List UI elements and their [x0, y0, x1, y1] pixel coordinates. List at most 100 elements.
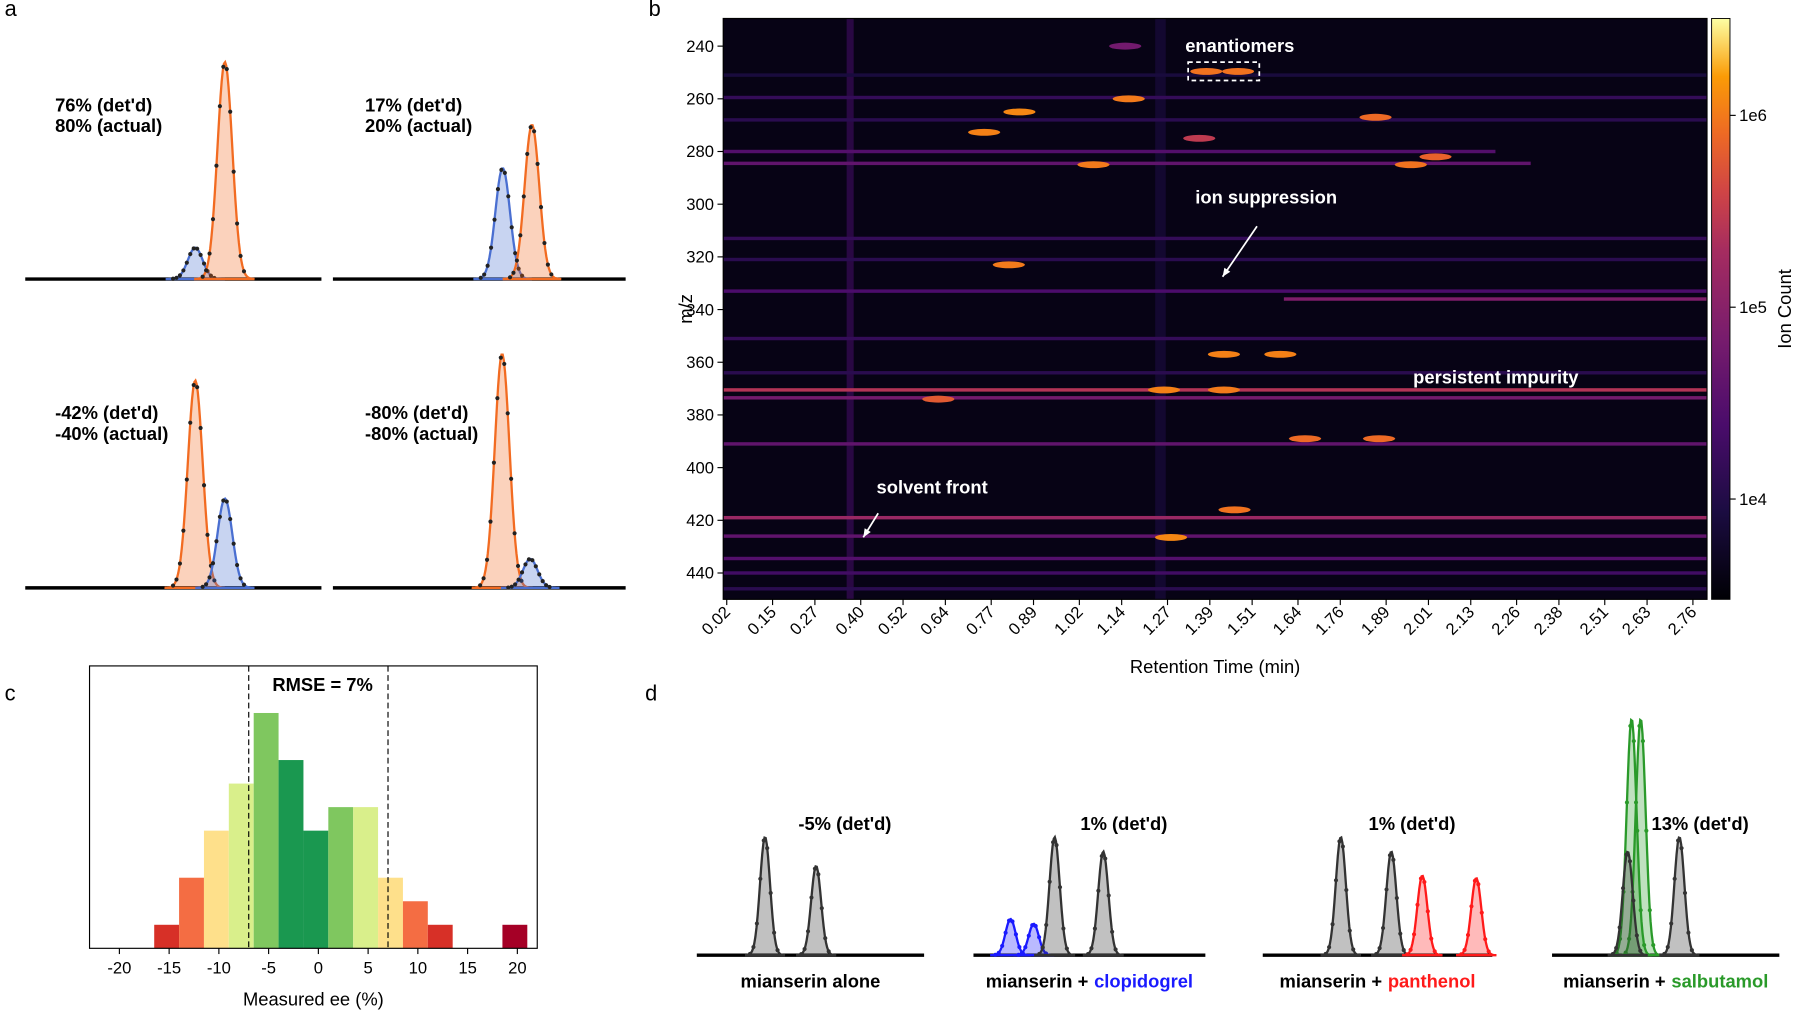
spot: [1218, 506, 1251, 514]
y-tick-label: 420: [686, 511, 714, 530]
fit-point: [765, 846, 770, 851]
streak: [723, 289, 1708, 293]
fit-point: [207, 251, 212, 256]
fit-point: [231, 169, 236, 174]
fit-point: [542, 240, 547, 246]
fit-point: [1483, 937, 1488, 942]
fit-point: [1476, 882, 1481, 887]
fit-point: [1411, 932, 1417, 937]
panel-label: d: [645, 680, 657, 705]
spot: [1183, 134, 1216, 142]
y-tick-label: 400: [686, 458, 714, 477]
spot: [1207, 386, 1241, 394]
spot: [1359, 113, 1392, 121]
fit-point: [1624, 852, 1629, 857]
fit-point: [518, 233, 523, 238]
fit-point: [235, 221, 240, 226]
x-tick-label: 2.13: [1442, 603, 1478, 639]
fit-point: [1676, 838, 1681, 843]
fit-point: [1037, 935, 1042, 940]
fit-point: [1462, 947, 1467, 953]
sample-label: mianserin + panthenol: [1280, 970, 1476, 991]
fit-point: [538, 205, 544, 210]
fit-point: [1469, 904, 1474, 909]
fit-point: [525, 151, 530, 156]
fit-point: [1401, 948, 1406, 953]
annotation: RMSE = 7%: [272, 674, 373, 695]
bar: [427, 924, 453, 949]
fit-point: [507, 275, 513, 280]
fit-point: [481, 576, 486, 581]
fit-point: [1665, 944, 1670, 950]
streak: [723, 118, 1708, 122]
annotation: 13% (det'd): [1652, 813, 1749, 834]
x-tick-label: 0.89: [1005, 603, 1041, 639]
fit-point: [1085, 951, 1091, 957]
peak: [1082, 849, 1124, 957]
bar: [154, 924, 180, 949]
x-tick-label: 15: [458, 959, 477, 978]
fit-point: [1099, 854, 1104, 859]
bar: [228, 783, 254, 949]
label-part: clopidogrel: [1094, 970, 1193, 991]
annotation: solvent front: [877, 477, 988, 498]
fit-point: [1391, 857, 1396, 862]
fit-point: [1051, 840, 1056, 845]
fit-point: [1610, 951, 1615, 957]
spot: [968, 128, 1001, 136]
fit-point: [509, 584, 514, 589]
fit-point: [478, 583, 483, 588]
x-tick-label: 2.76: [1664, 603, 1700, 639]
fit-point: [1637, 723, 1642, 729]
arrow-head: [863, 528, 871, 538]
fit-point: [1110, 929, 1115, 934]
fit-point: [537, 572, 542, 577]
plot-frame: [88, 665, 538, 949]
fit-point: [533, 564, 538, 569]
fit-point: [1327, 945, 1332, 950]
fit-point: [1340, 844, 1345, 849]
fit-point: [1651, 943, 1656, 948]
fit-point: [489, 245, 494, 250]
fit-point: [1017, 944, 1022, 950]
fit-point: [241, 582, 247, 587]
peak: [1371, 850, 1412, 957]
x-tick-label: 0.77: [962, 603, 998, 639]
y-tick-label: 280: [686, 142, 714, 161]
fit-point: [498, 355, 503, 360]
fit-point: [217, 104, 222, 109]
sample-label: mianserin alone: [741, 970, 881, 991]
fit-point: [1019, 951, 1024, 956]
fit-point: [519, 570, 525, 575]
fit-point: [181, 268, 186, 273]
fit-point: [1620, 886, 1626, 891]
fit-point: [201, 483, 207, 488]
fit-point: [205, 532, 210, 537]
heatmap: [723, 18, 1708, 600]
fit-point: [747, 951, 753, 956]
arrow: [1221, 225, 1258, 278]
x-tick-label: 2.26: [1488, 603, 1524, 639]
fit-point: [1089, 946, 1094, 951]
fit-point: [1384, 887, 1389, 892]
fit-point: [195, 246, 200, 251]
fit-point: [535, 161, 540, 166]
fit-point: [1113, 947, 1118, 952]
annotation: 17% (det'd): [365, 94, 462, 115]
y-tick-label: 240: [686, 37, 714, 56]
x-tick-label: 0.15: [744, 603, 780, 639]
fit-point: [1628, 723, 1633, 729]
x-tick-label: 1.76: [1311, 603, 1347, 639]
x-tick-label: 5: [363, 959, 372, 978]
fit-point: [540, 579, 545, 584]
bar: [502, 924, 528, 949]
y-tick-label: 260: [686, 90, 714, 109]
fit-point: [1669, 921, 1674, 926]
fit-point: [1689, 948, 1694, 953]
fit-point: [224, 67, 229, 72]
fit-point: [1631, 898, 1636, 903]
x-axis-label: Measured ee (%): [243, 989, 384, 1010]
fit-point: [1465, 932, 1471, 938]
fit-point: [823, 936, 828, 941]
fit-point: [1333, 878, 1339, 883]
